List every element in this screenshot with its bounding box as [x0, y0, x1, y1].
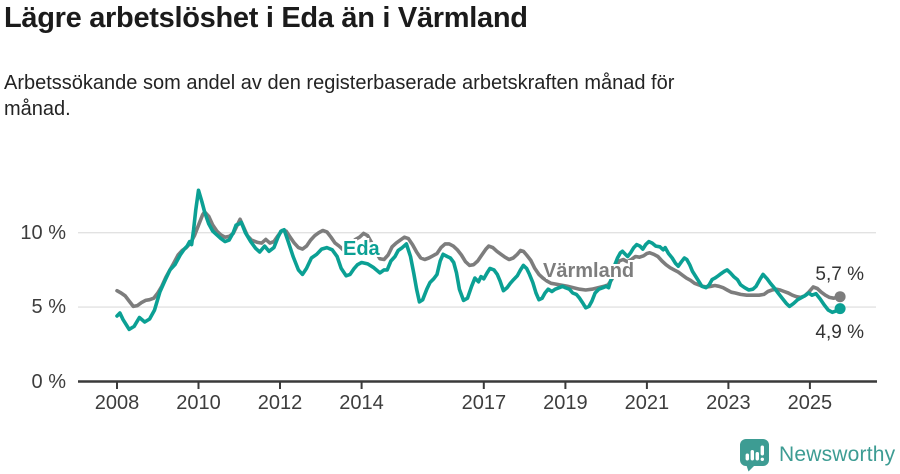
- chart-subtitle-line-2: månad.: [4, 98, 71, 120]
- y-tick-label: 0 %: [31, 370, 66, 393]
- series-label-varmland: Värmland: [543, 260, 635, 282]
- end-value-varmland: 5,7 %: [815, 264, 864, 285]
- x-tick-label: 2014: [339, 392, 384, 414]
- series-label-eda: Eda: [343, 238, 380, 260]
- y-tick-label: 5 %: [31, 296, 66, 319]
- x-tick-label: 2010: [176, 392, 221, 414]
- newsworthy-logo: Newsworthy: [739, 438, 895, 472]
- x-tick-label: 2008: [94, 392, 140, 414]
- y-tick-label: 10 %: [20, 221, 66, 244]
- x-tick-label: 2025: [787, 392, 833, 414]
- x-tick-label: 2017: [461, 392, 507, 414]
- newsworthy-icon: [740, 439, 769, 472]
- x-tick-label: 2012: [257, 392, 303, 414]
- newsworthy-wordmark: Newsworthy: [779, 443, 896, 466]
- x-tick-label: 2019: [543, 392, 588, 414]
- chart-subtitle-line-1: Arbetssökande som andel av den registerb…: [4, 72, 675, 94]
- x-tick-label: 2023: [706, 392, 751, 414]
- page-title: Lägre arbetslöshet i Eda än i Värmland: [4, 2, 528, 34]
- end-value-eda: 4,9 %: [815, 322, 864, 343]
- x-tick-label: 2021: [624, 392, 670, 414]
- chart-subtitle: Arbetssökande som andel av den registerb…: [4, 70, 872, 122]
